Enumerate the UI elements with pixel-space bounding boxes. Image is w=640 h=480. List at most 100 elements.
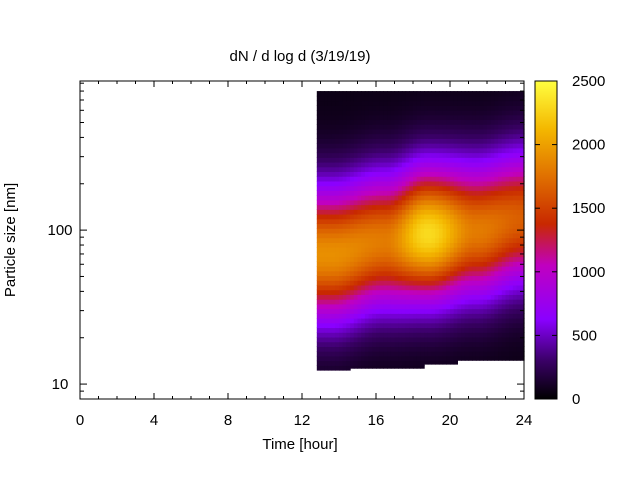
heatmap-cell [479, 223, 484, 229]
heatmap-cell [324, 341, 329, 347]
heatmap-cell [416, 218, 421, 225]
heatmap-cell [327, 256, 333, 262]
heatmap-cell [368, 152, 373, 158]
heatmap-cell [498, 190, 503, 196]
heatmap-cell [483, 270, 488, 277]
heatmap-cell [450, 109, 455, 116]
heatmap-cell [390, 256, 396, 262]
heatmap-cell [505, 313, 510, 319]
heatmap-cell [372, 180, 377, 187]
heatmap-cell [475, 280, 481, 286]
heatmap-cell [416, 171, 421, 177]
heatmap-cell [346, 284, 351, 291]
heatmap-cell [438, 138, 444, 144]
heatmap-cell [372, 351, 377, 357]
heatmap-cell [353, 332, 359, 338]
heatmap-cell [390, 318, 396, 324]
heatmap-cell [383, 218, 388, 225]
heatmap-cell [438, 190, 444, 196]
heatmap-cell [457, 270, 462, 277]
heatmap-cell [416, 351, 421, 357]
heatmap-cell [379, 152, 384, 158]
heatmap-cell [331, 157, 336, 163]
heatmap-cell [494, 161, 499, 168]
heatmap-cell [509, 284, 514, 291]
heatmap-cell [438, 213, 444, 220]
heatmap-cell [346, 166, 351, 173]
heatmap-cell [405, 114, 410, 121]
heatmap-cell [409, 270, 414, 277]
heatmap-cell [516, 332, 521, 338]
heatmap-cell [457, 161, 462, 168]
heatmap-cell [442, 232, 447, 239]
heatmap-cell [487, 308, 492, 314]
heatmap-cell [438, 294, 444, 300]
heatmap-cell [490, 336, 495, 343]
heatmap-cell [501, 341, 507, 347]
heatmap-cell [379, 322, 384, 329]
heatmap-cell [446, 209, 451, 215]
heatmap-cell [379, 128, 384, 135]
heatmap-cell [505, 270, 510, 277]
heatmap-cell [327, 247, 333, 253]
heatmap-cell [494, 195, 499, 201]
heatmap-cell [335, 95, 340, 102]
heatmap-cell [520, 346, 525, 352]
heatmap-cell [413, 365, 418, 369]
heatmap-cell [516, 199, 521, 206]
heatmap-cell [442, 313, 447, 319]
heatmap-cell [394, 237, 399, 243]
heatmap-cell [501, 143, 507, 149]
heatmap-cell [335, 313, 340, 319]
heatmap-cell [498, 119, 503, 125]
heatmap-cell [483, 299, 488, 305]
heatmap-cell [346, 119, 351, 125]
heatmap-cell [450, 133, 455, 139]
heatmap-cell [431, 176, 436, 182]
heatmap-cell [505, 138, 510, 144]
heatmap-cell [324, 223, 329, 229]
heatmap-cell [475, 166, 481, 173]
heatmap-cell [446, 322, 451, 329]
heatmap-cell [339, 327, 344, 333]
heatmap-cell [472, 185, 477, 191]
heatmap-cell [394, 322, 399, 329]
heatmap-cell [450, 95, 455, 102]
heatmap-cell [520, 213, 525, 220]
heatmap-cell [483, 152, 488, 158]
heatmap-cell [450, 128, 455, 135]
heatmap-cell [461, 299, 466, 305]
heatmap-cell [387, 266, 392, 272]
heatmap-cell [383, 143, 388, 149]
heatmap-cell [394, 195, 399, 201]
heatmap-cell [479, 261, 484, 267]
heatmap-cell [424, 228, 429, 234]
heatmap-cell [316, 190, 322, 196]
heatmap-cell [490, 109, 495, 116]
heatmap-cell [383, 185, 388, 191]
heatmap-cell [520, 91, 525, 97]
heatmap-cell [357, 161, 362, 168]
heatmap-cell [350, 360, 355, 366]
heatmap-cell [409, 294, 414, 300]
heatmap-cell [368, 318, 373, 324]
heatmap-cell [383, 180, 388, 187]
heatmap-cell [494, 332, 499, 338]
heatmap-cell [376, 351, 381, 357]
heatmap-cell [335, 199, 340, 206]
heatmap-cell [464, 299, 470, 305]
heatmap-cell [368, 341, 373, 347]
heatmap-cell [342, 284, 347, 291]
heatmap-cell [520, 218, 525, 225]
heatmap-cell [335, 180, 340, 187]
heatmap-cell [501, 152, 507, 158]
heatmap-cell [324, 204, 329, 210]
heatmap-cell [468, 308, 473, 314]
heatmap-cell [416, 124, 421, 130]
heatmap-cell [327, 157, 333, 163]
heatmap-cell [509, 251, 514, 258]
heatmap-cell [487, 327, 492, 333]
heatmap-cell [520, 157, 525, 163]
heatmap-cell [387, 128, 392, 135]
heatmap-cell [442, 318, 447, 324]
